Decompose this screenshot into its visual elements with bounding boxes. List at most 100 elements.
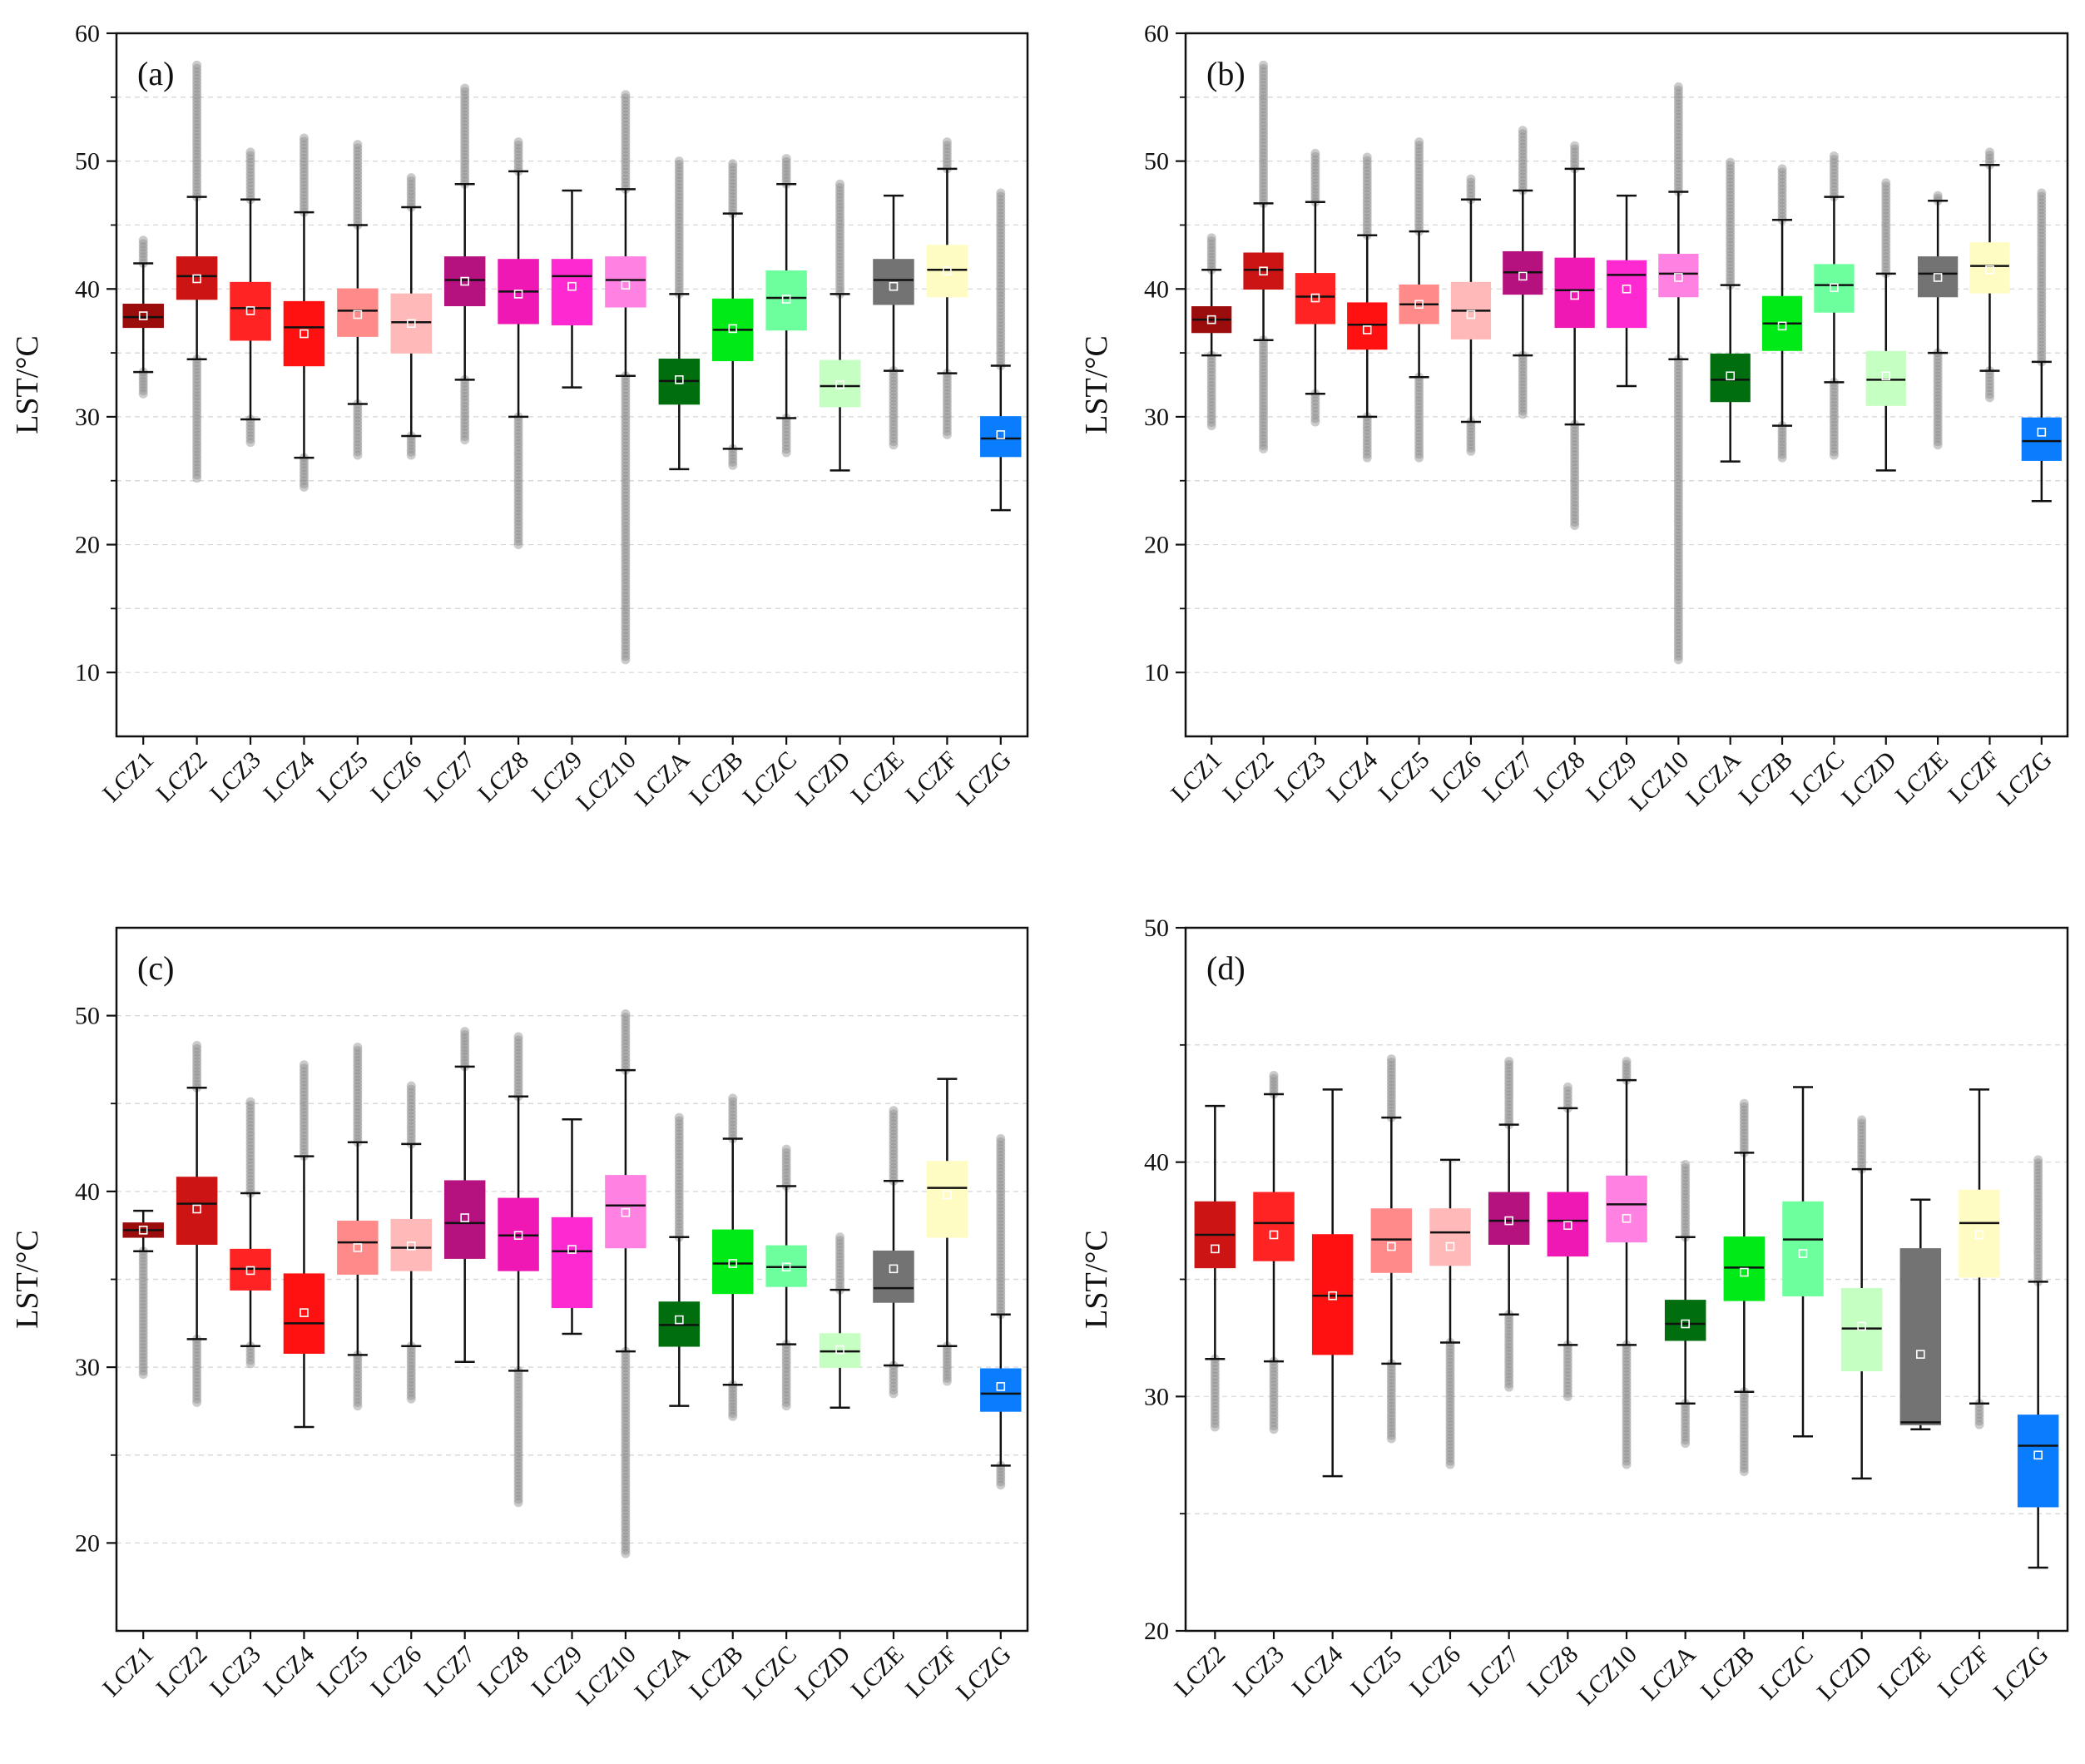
outlier-point xyxy=(1933,390,1943,400)
iqr-box xyxy=(1658,254,1699,298)
outlier-point xyxy=(996,1233,1006,1243)
outlier-point xyxy=(299,1134,309,1144)
outlier-point xyxy=(513,1035,523,1045)
outlier-point xyxy=(835,202,845,212)
outlier-point xyxy=(781,1144,791,1154)
outlier-point xyxy=(1206,421,1216,431)
outlier-point xyxy=(889,1172,899,1182)
outlier-point xyxy=(996,338,1006,348)
outlier-point xyxy=(192,80,202,90)
outlier-point xyxy=(1466,424,1476,434)
outlier-point xyxy=(1386,1077,1396,1087)
outlier-point xyxy=(621,1502,631,1512)
outlier-point xyxy=(245,1107,255,1117)
outlier-point xyxy=(1673,404,1683,414)
outlier-point xyxy=(1622,1443,1632,1453)
outlier-point xyxy=(192,87,202,97)
mean-marker xyxy=(460,276,469,286)
outlier-point xyxy=(1259,60,1269,70)
outlier-point xyxy=(245,1185,255,1195)
mean-marker xyxy=(943,1190,952,1200)
outlier-point xyxy=(1673,548,1683,557)
outlier-point xyxy=(406,440,416,450)
outlier-point xyxy=(192,1057,202,1067)
outlier-point xyxy=(621,421,631,431)
outlier-point xyxy=(1673,398,1683,408)
outlier-point xyxy=(1259,141,1269,151)
outlier-point xyxy=(621,391,631,401)
outlier-point xyxy=(1777,198,1787,208)
outlier-point xyxy=(1445,1377,1455,1387)
outlier-point xyxy=(942,1376,952,1386)
box-LCZD xyxy=(1840,1115,1883,1480)
outlier-point xyxy=(1445,1420,1455,1430)
outlier-point xyxy=(621,1532,631,1542)
outlier-point xyxy=(996,1256,1006,1266)
outlier-point xyxy=(138,389,148,399)
outlier-point xyxy=(299,1083,309,1093)
outlier-point xyxy=(2033,1178,2043,1188)
iqr-box xyxy=(1606,260,1647,329)
outlier-point xyxy=(621,1495,631,1505)
outlier-point xyxy=(621,1446,631,1456)
outlier-point xyxy=(835,179,845,189)
box-LCZ1 xyxy=(1191,233,1232,431)
outlier-point xyxy=(1829,384,1839,394)
mean-marker xyxy=(1387,1241,1396,1251)
outlier-point xyxy=(728,460,738,470)
mean-marker xyxy=(728,1259,738,1268)
outlier-point xyxy=(1206,401,1216,411)
outlier-point xyxy=(513,425,523,435)
outlier-point xyxy=(245,174,255,184)
outlier-point xyxy=(2033,1207,2043,1217)
outlier-point xyxy=(1570,507,1580,517)
outlier-point xyxy=(1726,244,1736,254)
outlier-point xyxy=(2033,1221,2043,1231)
outlier-point xyxy=(1362,443,1372,453)
outlier-point xyxy=(835,1236,845,1246)
outlier-point xyxy=(1777,449,1787,459)
outlier-point xyxy=(192,73,202,83)
outlier-point xyxy=(1445,1344,1455,1354)
outlier-point xyxy=(1622,1396,1632,1406)
outlier-point xyxy=(353,210,363,220)
outlier-point xyxy=(674,180,684,190)
outlier-point xyxy=(996,1236,1006,1246)
outlier-point xyxy=(353,406,363,416)
outlier-point xyxy=(728,1110,738,1120)
outlier-point xyxy=(192,1043,202,1053)
outlier-point xyxy=(2037,191,2047,201)
outlier-point xyxy=(1739,1404,1749,1414)
outlier-point xyxy=(460,394,470,404)
outlier-point xyxy=(621,404,631,414)
outlier-point xyxy=(1739,1440,1749,1450)
outlier-point xyxy=(1259,428,1269,438)
outlier-point xyxy=(1777,211,1787,221)
outlier-point xyxy=(1445,1407,1455,1417)
outlier-point xyxy=(728,1097,738,1107)
outlier-point xyxy=(1386,1427,1396,1437)
outlier-point xyxy=(1673,595,1683,605)
outlier-point xyxy=(621,451,631,461)
outlier-point xyxy=(245,438,255,448)
outlier-point xyxy=(1726,230,1736,240)
outlier-point xyxy=(1386,1054,1396,1064)
outlier-point xyxy=(996,211,1006,221)
outlier-point xyxy=(674,1159,684,1169)
outlier-point xyxy=(1386,1100,1396,1110)
outlier-point xyxy=(353,419,363,429)
mean-marker xyxy=(1570,290,1579,300)
outlier-point xyxy=(1504,1379,1514,1389)
outlier-point xyxy=(138,1346,148,1356)
outlier-point xyxy=(674,220,684,230)
outlier-point xyxy=(1622,1416,1632,1426)
outlier-point xyxy=(1673,531,1683,541)
outlier-point xyxy=(460,419,470,429)
outlier-point xyxy=(996,281,1006,291)
outlier-point xyxy=(1673,494,1683,504)
outlier-point xyxy=(1259,151,1269,161)
outlier-point xyxy=(621,120,631,130)
outlier-point xyxy=(1518,380,1528,389)
outlier-point xyxy=(1259,342,1269,352)
box-LCZE xyxy=(873,1106,914,1399)
